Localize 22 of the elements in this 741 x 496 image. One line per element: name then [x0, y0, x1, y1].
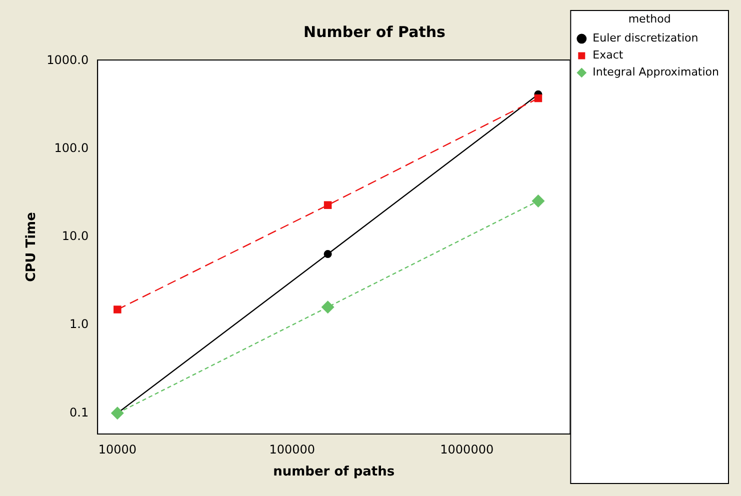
point: [534, 94, 542, 102]
point: [114, 306, 122, 314]
chart-title: Number of Paths: [304, 22, 446, 41]
point: [321, 300, 334, 314]
x-tick-label: 100000: [269, 442, 316, 456]
point: [324, 201, 332, 209]
y-tick-label: 100.0: [54, 140, 89, 155]
point: [532, 194, 545, 208]
y-tick-label: 1.0: [69, 317, 89, 332]
legend-label: Exact: [592, 48, 624, 62]
x-tick-label: 10000: [98, 442, 137, 456]
legend-label: Integral Approximation: [592, 66, 720, 79]
legend-label: Euler discretization: [592, 32, 698, 45]
x-tick-label: 1000000: [440, 442, 494, 456]
y-axis-title: CPU Time: [24, 212, 40, 282]
y-tick-label: 1000.0: [46, 52, 89, 67]
point: [324, 250, 332, 258]
point: [110, 406, 124, 420]
y-tick-label: 0.1: [69, 405, 89, 420]
x-axis-title: number of paths: [273, 464, 395, 480]
legend-title: method: [628, 12, 671, 26]
y-tick-label: 10.0: [62, 229, 89, 244]
